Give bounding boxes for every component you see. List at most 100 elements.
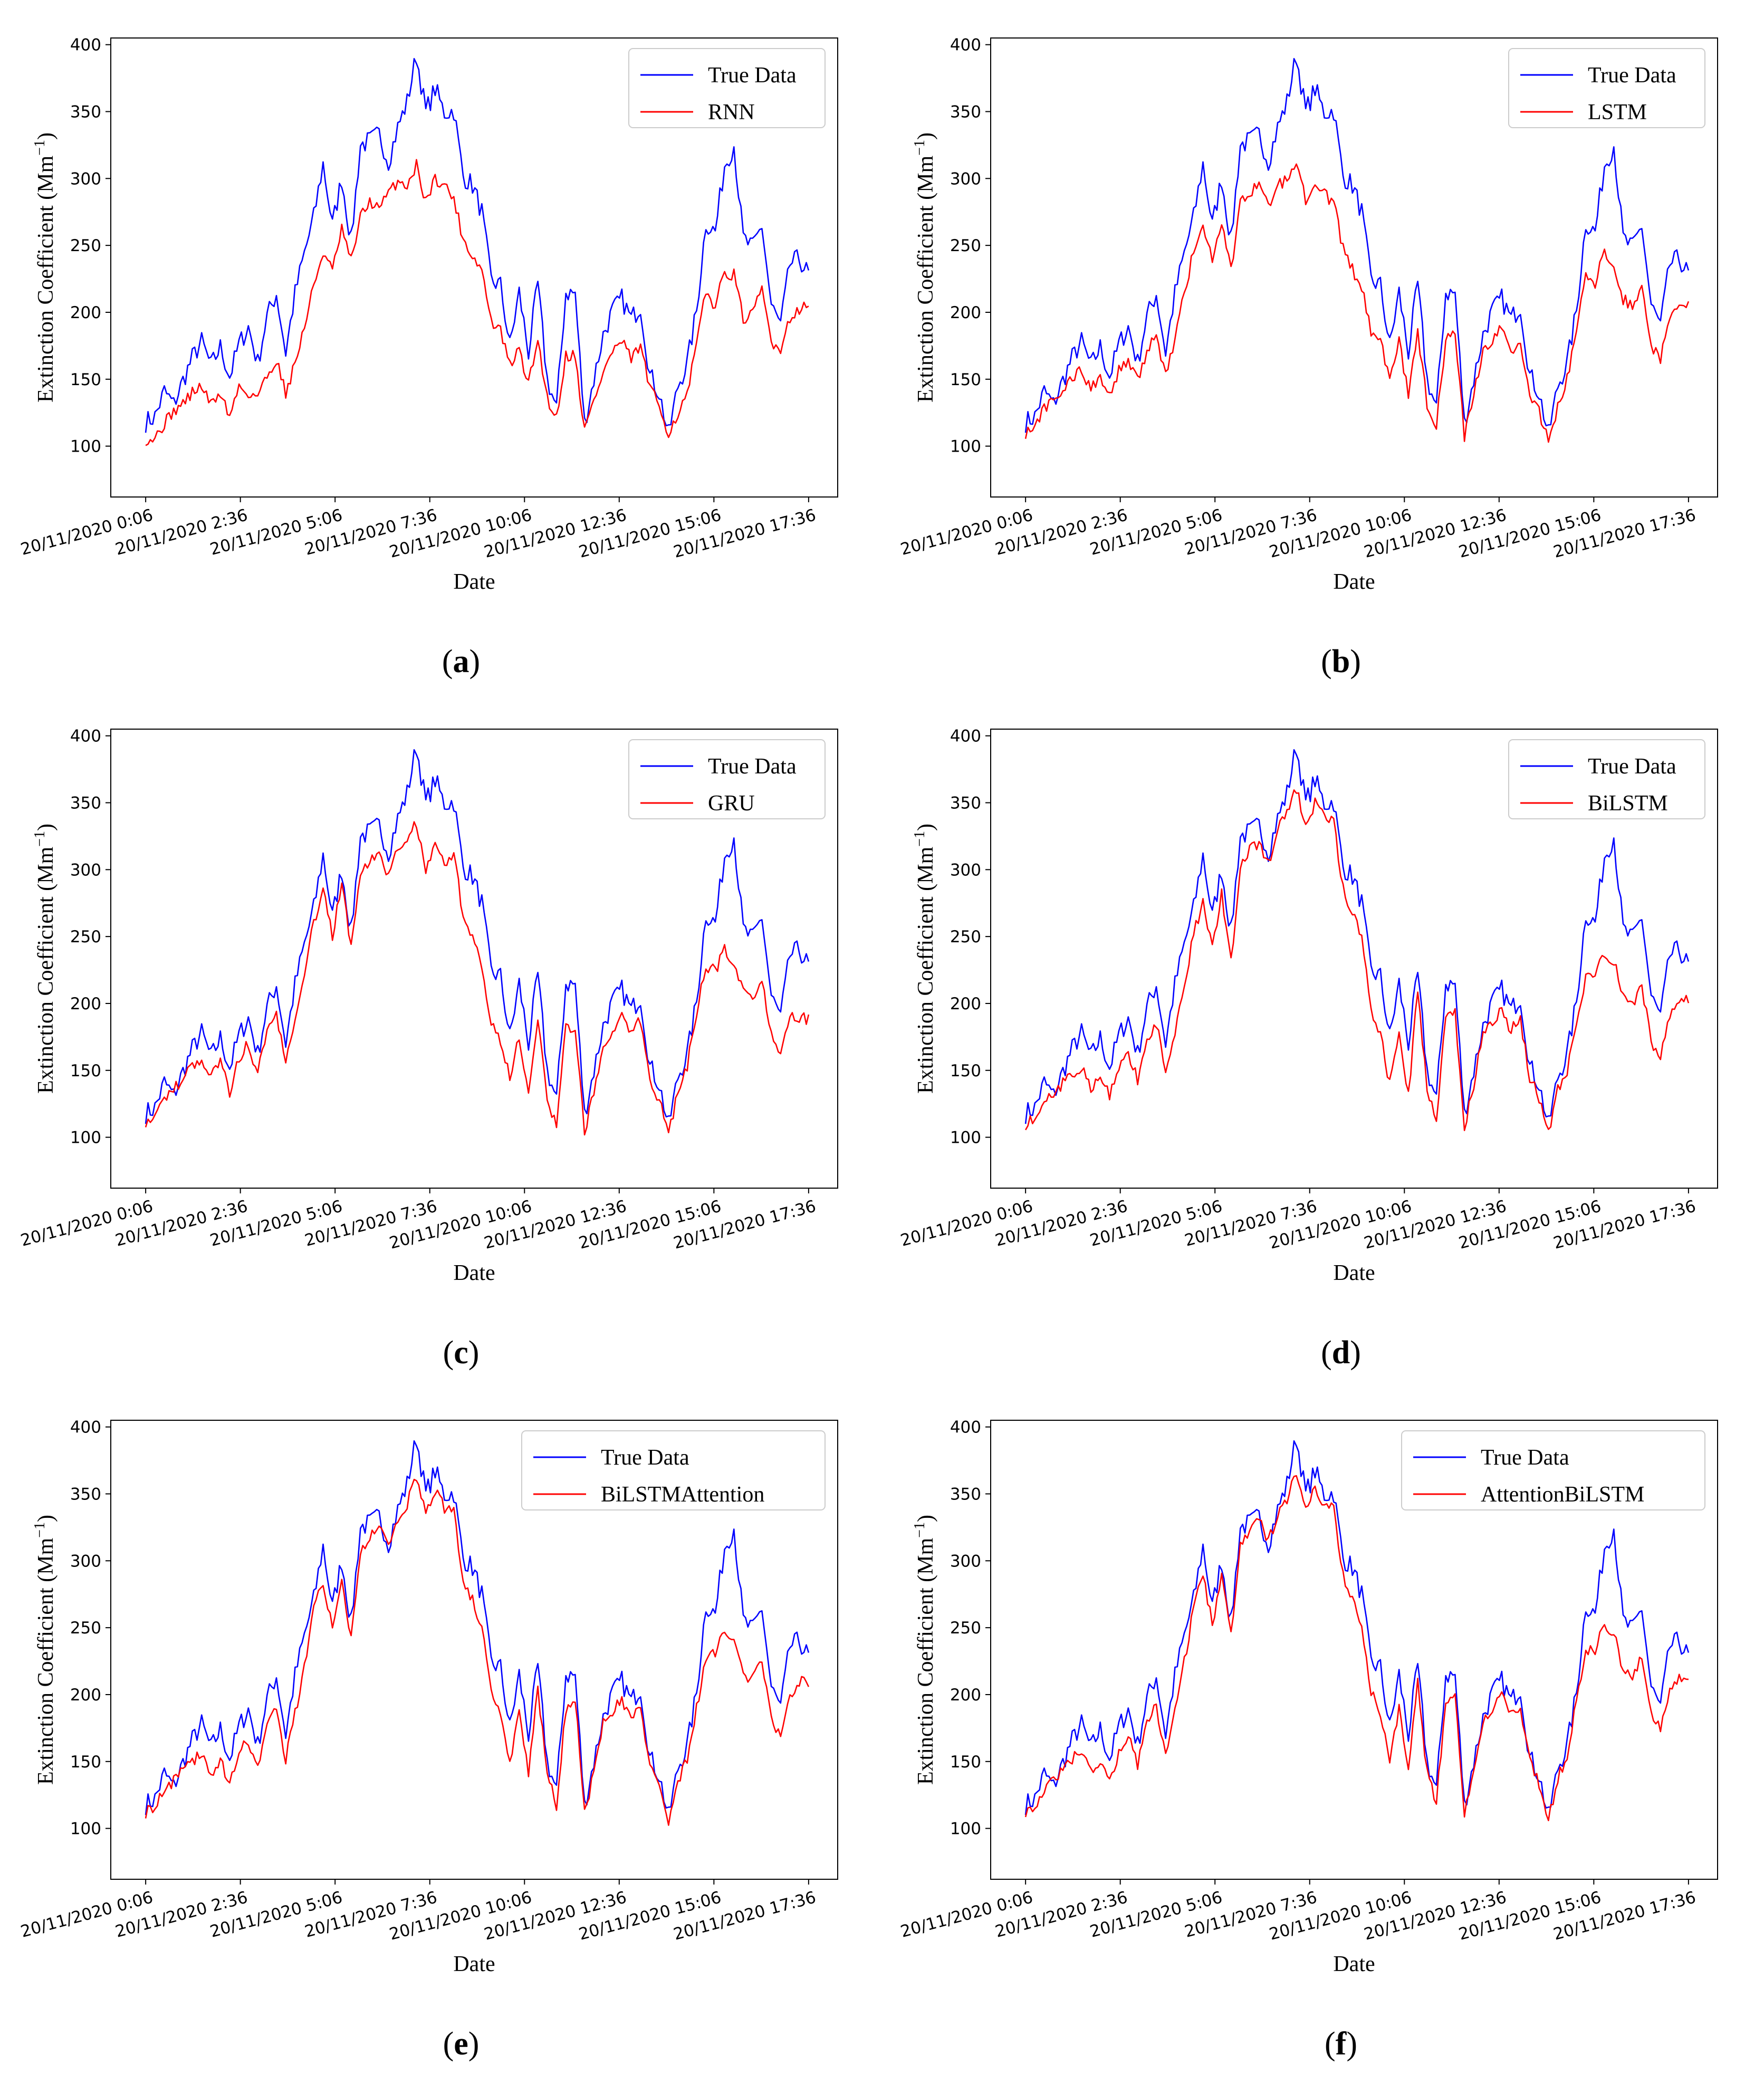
legend-label: True Data <box>1588 754 1676 779</box>
y-axis: 100 150 200 250 300 350 400 <box>950 727 991 1148</box>
true-data-line <box>145 58 810 433</box>
chart-panel-d: 100 150 200 250 300 350 400 20/11/2020 0:0620/1… <box>898 727 1718 1371</box>
panel-letter: e <box>454 2026 468 2062</box>
y-tick-label: 300 <box>70 1552 101 1571</box>
legend: True Data LSTM <box>1508 48 1705 128</box>
y-tick-label: 350 <box>950 103 981 122</box>
chart-panel-e: 100 150 200 250 300 350 400 20/11/2020 0:0620/1… <box>18 1418 838 2062</box>
legend-box <box>628 48 826 128</box>
legend-label: True Data <box>1481 1446 1569 1470</box>
y-axis-title-superscript: −1 <box>912 831 928 847</box>
true-data-line <box>145 749 810 1124</box>
y-tick-label: 350 <box>70 103 101 122</box>
y-tick-label: 300 <box>70 860 101 879</box>
panel-letter: a <box>453 644 469 680</box>
y-tick-label: 200 <box>70 995 101 1013</box>
legend-label: AttentionBiLSTM <box>1481 1483 1644 1507</box>
legend: True Data AttentionBiLSTM <box>1401 1430 1705 1510</box>
x-axis-title: Date <box>453 1952 495 1976</box>
x-axis-title: Date <box>1333 570 1375 594</box>
panel-letter: d <box>1332 1335 1350 1371</box>
y-axis: 100 150 200 250 300 350 400 <box>950 1418 991 1839</box>
panel-label: (b) <box>1321 644 1361 680</box>
y-axis-title: Extinction Coefficient (Mm−1) <box>32 132 58 403</box>
y-tick-label: 350 <box>950 794 981 813</box>
plot-frame <box>110 729 838 1189</box>
y-tick-label: 200 <box>950 995 981 1013</box>
model-prediction-line <box>145 159 809 446</box>
y-tick-label: 250 <box>950 1619 981 1638</box>
x-axis-title: Date <box>453 1261 495 1285</box>
y-axis-title-superscript: −1 <box>32 831 48 847</box>
true-data-line <box>145 1440 810 1815</box>
y-tick-label: 400 <box>950 1418 981 1437</box>
legend-label: GRU <box>708 791 755 816</box>
y-tick-label: 100 <box>70 437 101 456</box>
legend: True Data BiLSTM <box>1508 739 1705 819</box>
legend: True Data BiLSTMAttention <box>521 1430 826 1510</box>
y-axis: 100 150 200 250 300 350 400 <box>70 36 111 456</box>
y-axis-title-text: Extinction Coefficient (Mm <box>34 156 58 403</box>
y-tick-label: 150 <box>70 1062 101 1080</box>
plot-frame <box>110 1420 838 1880</box>
x-axis-title: Date <box>1333 1261 1375 1285</box>
y-axis: 100 150 200 250 300 350 400 <box>950 36 991 456</box>
y-tick-label: 150 <box>950 370 981 389</box>
legend-label: True Data <box>1588 63 1676 88</box>
y-tick-label: 400 <box>950 36 981 55</box>
y-axis: 100 150 200 250 300 350 400 <box>70 1418 111 1839</box>
y-axis-title: Extinction Coefficient (Mm−1) <box>912 132 938 403</box>
y-tick-label: 250 <box>70 927 101 946</box>
series-group <box>1024 58 1690 443</box>
y-tick-label: 400 <box>950 727 981 746</box>
series-group <box>1024 749 1690 1131</box>
legend-box <box>628 739 826 819</box>
legend-label: LSTM <box>1588 100 1647 125</box>
y-axis-title: Extinction Coefficient (Mm−1) <box>32 824 58 1094</box>
y-tick-label: 250 <box>950 927 981 946</box>
y-tick-label: 200 <box>950 303 981 322</box>
legend-label: BiLSTMAttention <box>601 1483 764 1507</box>
y-axis-title-close: ) <box>34 132 58 140</box>
y-axis: 100 150 200 250 300 350 400 <box>70 727 111 1148</box>
y-axis-title: Extinction Coefficient (Mm−1) <box>912 824 938 1094</box>
y-tick-label: 100 <box>70 1820 101 1839</box>
y-axis-title-close: ) <box>34 1515 58 1522</box>
y-tick-label: 100 <box>950 1129 981 1148</box>
panel-letter: c <box>454 1335 468 1371</box>
model-prediction-line <box>145 1478 810 1826</box>
series-group <box>145 749 810 1136</box>
chart-panel-a: 100 150 200 250 300 350 400 20/11/2020 0:0620/1… <box>18 36 838 680</box>
y-axis-title-superscript: −1 <box>912 140 928 156</box>
series-group <box>145 58 810 446</box>
chart-panel-f: 100 150 200 250 300 350 400 20/11/2020 0:0620/1… <box>898 1418 1718 2062</box>
model-prediction-line <box>1024 1475 1689 1821</box>
y-tick-label: 150 <box>950 1753 981 1772</box>
plot-frame <box>990 1420 1718 1880</box>
y-axis-title-text: Extinction Coefficient (Mm <box>34 1538 58 1785</box>
y-axis-title-text: Extinction Coefficient (Mm <box>914 1538 938 1785</box>
y-axis-title-superscript: −1 <box>32 140 48 156</box>
plot-frame <box>110 37 838 498</box>
legend: True Data GRU <box>628 739 826 819</box>
plot-frame <box>990 37 1718 498</box>
legend-box <box>1401 1430 1705 1510</box>
true-data-line <box>1024 1440 1690 1815</box>
legend-label: BiLSTM <box>1588 791 1668 816</box>
y-tick-label: 250 <box>950 236 981 255</box>
y-tick-label: 400 <box>70 1418 101 1437</box>
y-tick-label: 350 <box>70 1485 101 1504</box>
y-tick-label: 100 <box>950 437 981 456</box>
y-tick-label: 200 <box>950 1686 981 1705</box>
series-group <box>145 1440 810 1826</box>
y-axis-title-text: Extinction Coefficient (Mm <box>914 847 938 1094</box>
y-axis-title-close: ) <box>914 132 938 140</box>
true-data-line <box>1024 58 1690 433</box>
legend-box <box>1508 48 1705 128</box>
y-tick-label: 350 <box>950 1485 981 1504</box>
y-axis-title-text: Extinction Coefficient (Mm <box>34 847 58 1094</box>
